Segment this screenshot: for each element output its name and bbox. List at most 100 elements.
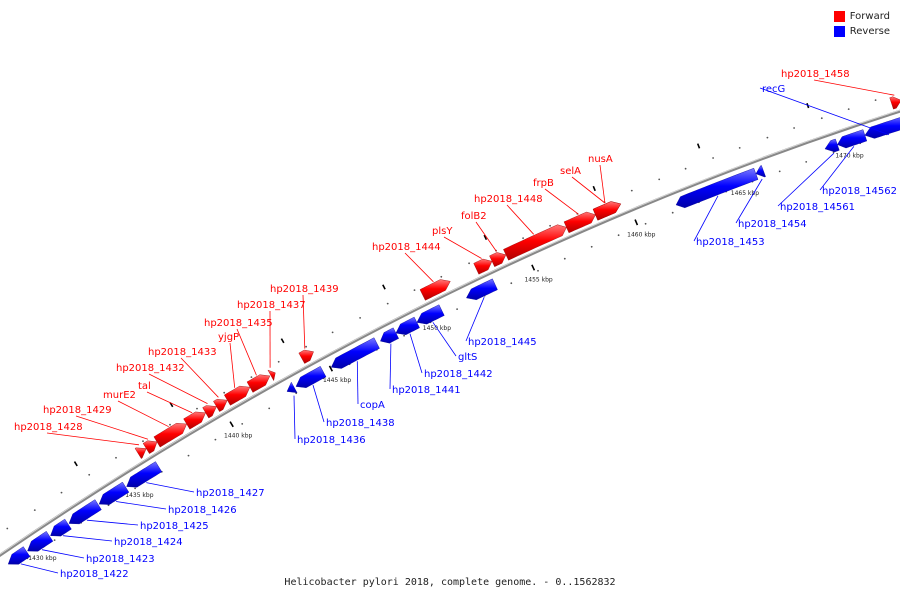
legend: Forward Reverse (833, 9, 890, 39)
gene-leader-line (312, 384, 325, 423)
minor-tick-dot (793, 127, 795, 129)
minor-tick-dot (115, 456, 117, 459)
minor-tick-dot (331, 331, 334, 334)
gene-label[interactable]: hp2018_1428 (14, 422, 83, 433)
gene-hp2018_1425[interactable] (68, 499, 102, 525)
gene-label[interactable]: hp2018_1429 (43, 405, 112, 416)
gene-label[interactable]: hp2018_1441 (392, 385, 461, 396)
gene-label[interactable]: folB2 (461, 211, 487, 222)
minor-tick-dot (142, 440, 144, 443)
scale-tick-label: 1460 kbp (627, 231, 655, 238)
gene-label[interactable]: hp2018_1436 (297, 435, 366, 446)
minor-tick-dot (805, 161, 808, 163)
outer-tick (73, 461, 78, 467)
gene-hp2018_14562[interactable] (837, 129, 868, 149)
scale-tick-label: 1440 kbp (224, 433, 252, 440)
gene-label[interactable]: hp2018_1437 (237, 300, 306, 311)
gene-folB2[interactable] (489, 252, 507, 267)
gene-hp2018_1441[interactable] (380, 327, 399, 344)
gene-gltS[interactable] (416, 304, 445, 325)
gene-label[interactable]: hp2018_1445 (468, 337, 537, 348)
gene-label[interactable]: hp2018_1444 (372, 242, 441, 253)
gene-label[interactable]: frpB (533, 178, 554, 189)
gene-hp2018_1427[interactable] (126, 461, 163, 488)
gene-hp2018_1433[interactable] (213, 398, 228, 412)
forward-swatch (833, 11, 845, 22)
gene-label[interactable]: plsY (432, 226, 453, 237)
gene-plsY[interactable] (473, 258, 493, 275)
gene-label[interactable]: nusA (588, 154, 613, 165)
gene-hp2018_1422[interactable] (7, 546, 31, 565)
gene-label[interactable]: hp2018_1423 (86, 554, 155, 565)
gene-hp2018_1448[interactable] (503, 224, 567, 261)
gene-hp2018_1454[interactable] (755, 165, 766, 178)
gene-hp2018_1445[interactable] (466, 278, 498, 301)
gene-hp2018_1424[interactable] (50, 518, 72, 537)
minor-tick-dot (766, 136, 769, 139)
gene-hp2018_1429[interactable] (142, 440, 158, 454)
gene-tal[interactable] (183, 411, 206, 430)
gene-label[interactable]: hp2018_1438 (326, 418, 395, 429)
minor-tick-dot (630, 189, 633, 192)
gene-hp2018_1438[interactable] (295, 366, 327, 388)
gene-label[interactable]: hp2018_14561 (780, 202, 855, 213)
gene-copA[interactable] (331, 337, 380, 369)
gene-hp2018_1428[interactable] (134, 447, 147, 459)
gene-label[interactable]: hp2018_1433 (148, 347, 217, 358)
gene-label[interactable]: hp2018_1453 (696, 237, 765, 248)
gene-label[interactable]: tal (138, 381, 151, 392)
gene-label[interactable]: hp2018_1435 (204, 318, 273, 329)
minor-tick-dot (53, 539, 56, 541)
gene-label[interactable]: hp2018_1439 (270, 284, 339, 295)
minor-tick-dot (549, 224, 551, 227)
gene-murE2[interactable] (153, 422, 187, 448)
gene-leader-line (20, 563, 59, 574)
gene-hp2018_1444[interactable] (419, 279, 451, 301)
gene-label[interactable]: hp2018_1448 (474, 194, 543, 205)
gene-hp2018_1442[interactable] (395, 316, 420, 335)
gene-label[interactable]: hp2018_1432 (116, 363, 185, 374)
gene-hp2018_1437[interactable] (267, 369, 276, 382)
gene-label[interactable]: hp2018_14562 (822, 186, 897, 197)
minor-tick-dot (250, 376, 253, 378)
gene-hp2018_1435[interactable] (246, 374, 271, 393)
gene-frpB[interactable] (563, 211, 596, 234)
legend-reverse-label: Reverse (849, 26, 890, 37)
gene-label[interactable]: hp2018_1458 (781, 69, 850, 80)
minor-tick-dot (468, 262, 470, 265)
gene-label[interactable]: hp2018_1422 (60, 569, 129, 580)
gene-label[interactable]: murE2 (103, 390, 136, 401)
minor-tick-dot (33, 509, 36, 511)
gene-label[interactable]: hp2018_1425 (140, 521, 209, 532)
gene-hp2018_14561[interactable] (824, 138, 840, 153)
gene-label[interactable]: hp2018_1454 (738, 219, 807, 230)
minor-tick-dot (223, 391, 226, 394)
gene-hp2018_1458[interactable] (889, 96, 900, 110)
gene-hp2018_1439[interactable] (298, 349, 314, 364)
minor-tick-dot (617, 234, 620, 237)
gene-label[interactable]: hp2018_1442 (424, 369, 493, 380)
gene-label[interactable]: recG (762, 84, 785, 95)
genome-caption: Helicobacter pylori 2018, complete genom… (284, 577, 616, 588)
gene-label[interactable]: yjgP (218, 332, 239, 343)
minor-tick-dot (671, 211, 674, 214)
gene-label[interactable]: selA (560, 166, 581, 177)
minor-tick-dot (134, 487, 137, 490)
outer-tick (592, 185, 596, 192)
minor-tick-dot (359, 317, 361, 319)
gene-hp2018_1436[interactable] (286, 381, 298, 393)
gene-leader-line (599, 164, 606, 204)
gene-hp2018_1423[interactable] (27, 531, 54, 552)
gene-label[interactable]: hp2018_1427 (196, 488, 265, 499)
gene-label[interactable]: hp2018_1426 (168, 505, 237, 516)
gene-hp2018_1432[interactable] (202, 405, 217, 419)
gene-label[interactable]: copA (360, 400, 385, 411)
minor-tick-dot (644, 222, 647, 225)
gene-recG[interactable] (864, 116, 900, 139)
minor-tick-dot (440, 275, 443, 278)
gene-hp2018_1426[interactable] (98, 481, 130, 505)
gene-label[interactable]: gltS (458, 352, 477, 363)
gene-label[interactable]: hp2018_1424 (114, 537, 183, 548)
gene-yjgP[interactable] (224, 385, 251, 406)
gene-nusA[interactable] (592, 201, 622, 221)
